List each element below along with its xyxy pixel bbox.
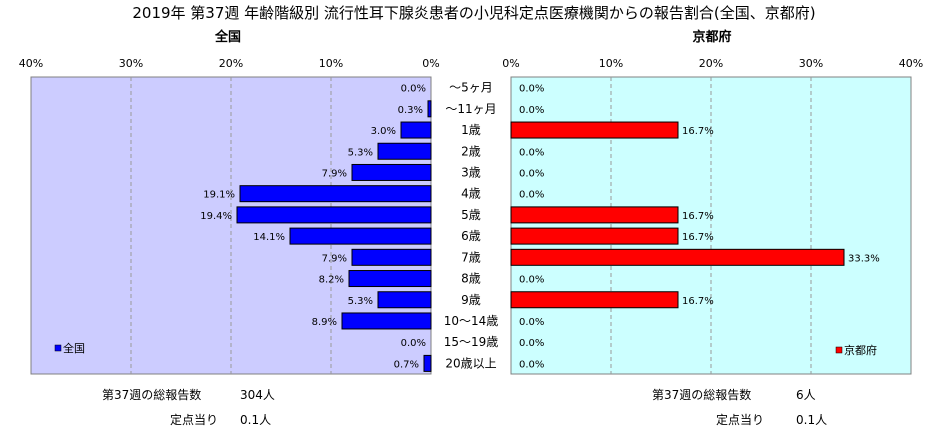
- x-tick-label-national: 10%: [319, 57, 343, 70]
- category-label: 10～14歳: [444, 314, 499, 328]
- kyoto-total-label: 第37週の総報告数: [652, 388, 752, 402]
- x-tick-label-kyoto: 40%: [899, 57, 923, 70]
- bar-national: [348, 270, 432, 288]
- panel-title-kyoto: 京都府: [692, 29, 731, 45]
- category-label: 3歳: [461, 165, 481, 179]
- bar-national: [351, 248, 432, 266]
- data-label-national: 0.3%: [398, 105, 423, 116]
- bar-national: [423, 354, 432, 372]
- data-label-kyoto: 0.0%: [519, 190, 544, 201]
- x-tick-label-kyoto: 20%: [699, 57, 723, 70]
- category-label: 5歳: [461, 208, 481, 222]
- kyoto-per-label: 定点当り: [716, 413, 765, 427]
- category-label: 15～19歳: [444, 335, 499, 349]
- bar-national: [427, 100, 432, 118]
- category-label: 1歳: [461, 123, 481, 137]
- data-label-national: 19.1%: [203, 190, 235, 201]
- bar-national: [377, 142, 432, 160]
- category-label: 2歳: [461, 144, 481, 158]
- x-tick-label-national: 40%: [19, 57, 43, 70]
- bar-national: [377, 291, 432, 309]
- data-label-national: 5.3%: [348, 147, 373, 158]
- legend-label-kyoto: 京都府: [844, 343, 877, 357]
- data-label-national: 0.7%: [394, 359, 419, 370]
- national-total-value: 304人: [240, 388, 275, 402]
- data-label-national: 8.9%: [312, 317, 337, 328]
- data-label-national: 7.9%: [322, 253, 347, 264]
- data-label-kyoto: 0.0%: [519, 84, 544, 95]
- data-label-kyoto: 16.7%: [682, 296, 714, 307]
- category-label: ～5ヶ月: [449, 81, 493, 95]
- x-tick-label-kyoto: 0%: [502, 57, 519, 70]
- category-label: 20歳以上: [445, 356, 496, 370]
- national-per-label: 定点当り: [170, 413, 219, 427]
- panel-title-national: 全国: [214, 29, 241, 45]
- bar-kyoto: [510, 227, 679, 245]
- category-label: 6歳: [461, 229, 481, 243]
- legend-swatch-kyoto: [835, 346, 843, 354]
- x-tick-label-kyoto: 10%: [599, 57, 623, 70]
- data-label-national: 3.0%: [371, 126, 396, 137]
- bar-national: [239, 185, 432, 203]
- data-label-kyoto: 33.3%: [848, 253, 880, 264]
- data-label-national: 14.1%: [253, 232, 285, 243]
- national-per-value: 0.1人: [240, 413, 272, 427]
- data-label-kyoto: 0.0%: [519, 168, 544, 179]
- chart-title: 2019年 第37週 年齢階級別 流行性耳下腺炎患者の小児科定点医療機関からの報…: [132, 4, 815, 22]
- legend-label-national: 全国: [63, 341, 85, 355]
- data-label-national: 5.3%: [348, 296, 373, 307]
- category-label: ～11ヶ月: [445, 102, 496, 116]
- data-label-kyoto: 0.0%: [519, 275, 544, 286]
- data-label-kyoto: 16.7%: [682, 232, 714, 243]
- national-total-label: 第37週の総報告数: [102, 388, 202, 402]
- bar-kyoto: [510, 206, 679, 224]
- x-tick-label-national: 0%: [422, 57, 439, 70]
- data-label-national: 7.9%: [322, 168, 347, 179]
- category-label: 8歳: [461, 272, 481, 286]
- kyoto-total-value: 6人: [796, 388, 816, 402]
- x-tick-label-national: 20%: [219, 57, 243, 70]
- category-label: 4歳: [461, 187, 481, 201]
- bar-national: [236, 206, 432, 224]
- data-label-kyoto: 0.0%: [519, 105, 544, 116]
- data-label-kyoto: 0.0%: [519, 338, 544, 349]
- legend-swatch-national: [54, 344, 62, 352]
- bar-national: [351, 163, 432, 181]
- bar-national: [341, 312, 432, 330]
- bar-kyoto: [510, 248, 845, 266]
- data-label-kyoto: 0.0%: [519, 359, 544, 370]
- data-label-national: 8.2%: [319, 275, 344, 286]
- data-label-national: 19.4%: [200, 211, 232, 222]
- bar-kyoto: [510, 291, 679, 309]
- x-tick-label-national: 30%: [119, 57, 143, 70]
- data-label-kyoto: 0.0%: [519, 147, 544, 158]
- x-tick-label-kyoto: 30%: [799, 57, 823, 70]
- bar-kyoto: [510, 121, 679, 139]
- category-label: 9歳: [461, 293, 481, 307]
- kyoto-per-value: 0.1人: [796, 413, 828, 427]
- data-label-national: 0.0%: [401, 338, 426, 349]
- data-label-national: 0.0%: [401, 84, 426, 95]
- data-label-kyoto: 0.0%: [519, 317, 544, 328]
- bar-national: [289, 227, 432, 245]
- data-label-kyoto: 16.7%: [682, 126, 714, 137]
- bar-national: [400, 121, 432, 139]
- data-label-kyoto: 16.7%: [682, 211, 714, 222]
- category-label: 7歳: [461, 250, 481, 264]
